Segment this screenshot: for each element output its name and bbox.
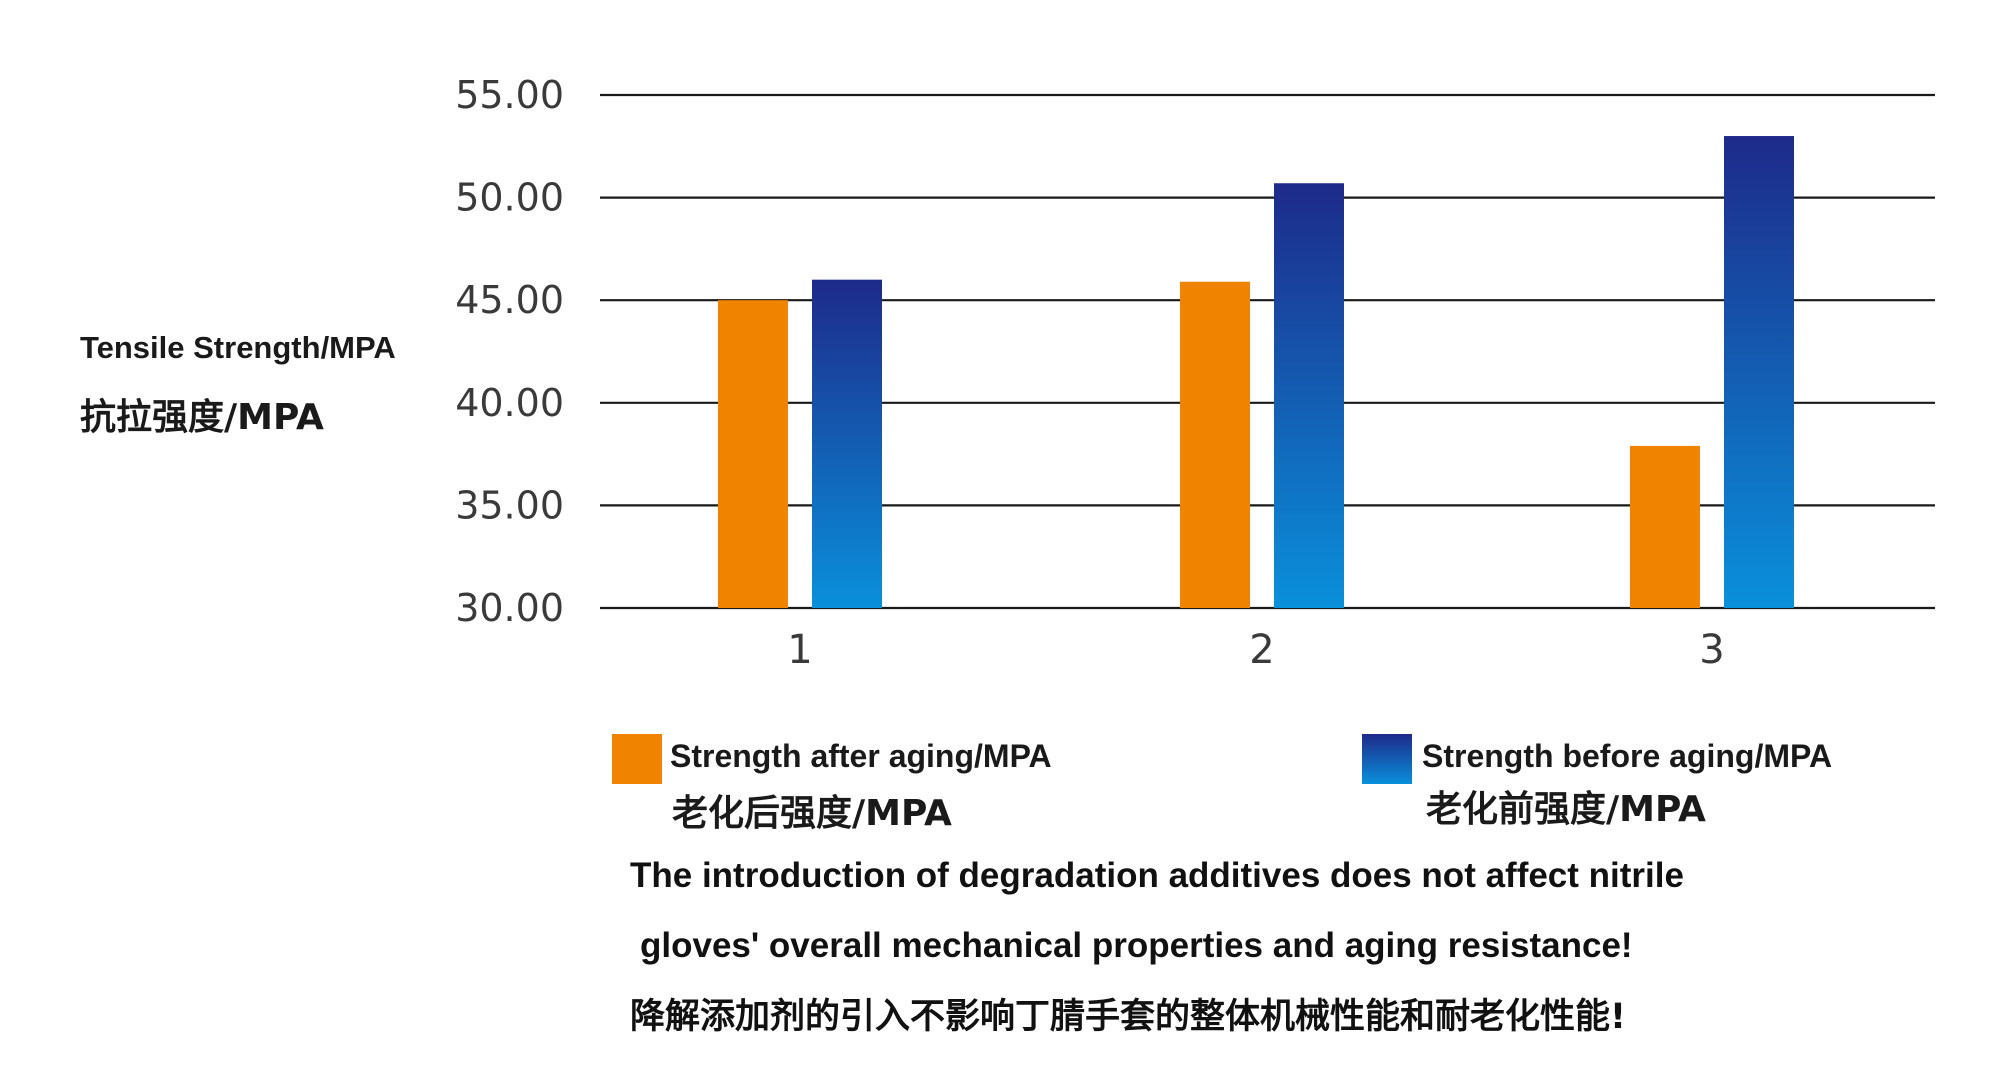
caption-line-1: The introduction of degradation additive… <box>630 856 1684 895</box>
y-tick-label: 45.00 <box>455 278 564 322</box>
y-axis-label: Tensile Strength/MPA <box>80 330 396 365</box>
y-tick-label: 30.00 <box>455 586 564 630</box>
bar-after-aging-3 <box>1630 445 1700 608</box>
caption-zh: 降解添加剂的引入不影响丁腈手套的整体机械性能和耐老化性能! <box>630 997 1626 1037</box>
y-tick-label: 50.00 <box>455 176 564 220</box>
caption-line-2: gloves' overall mechanical properties an… <box>640 926 1633 965</box>
bar-before-aging-3 <box>1724 136 1794 609</box>
legend-label-after-aging: Strength after aging/MPA <box>670 738 1052 774</box>
x-tick-label: 3 <box>1699 627 1724 673</box>
bar-after-aging-2 <box>1180 281 1250 608</box>
legend-label-before-aging: Strength before aging/MPA <box>1422 738 1833 774</box>
legend-label-after-aging-zh: 老化后强度/MPA <box>672 793 952 834</box>
bar-before-aging-1 <box>812 279 882 608</box>
y-axis-label-zh: 抗拉强度/MPA <box>80 397 324 438</box>
y-tick-label: 35.00 <box>455 483 564 527</box>
bar-after-aging-1 <box>718 300 788 608</box>
x-tick-label: 1 <box>787 627 812 673</box>
x-tick-label: 2 <box>1249 627 1274 673</box>
legend-swatch-before-aging <box>1362 734 1412 784</box>
y-tick-label: 40.00 <box>455 381 564 425</box>
legend-swatch-after-aging <box>612 734 662 784</box>
y-tick-label: 55.00 <box>455 73 564 117</box>
bar-before-aging-2 <box>1274 183 1344 608</box>
legend-label-before-aging-zh: 老化前强度/MPA <box>1426 789 1706 830</box>
